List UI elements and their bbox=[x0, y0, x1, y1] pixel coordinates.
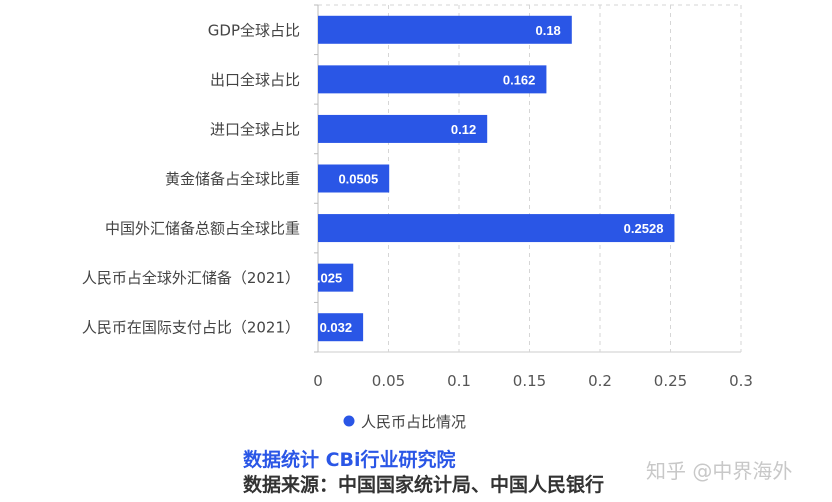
bar bbox=[318, 263, 354, 292]
category-label: 出口全球占比 bbox=[210, 71, 300, 89]
legend: 人民币占比情况 bbox=[343, 413, 466, 431]
category-label: 进口全球占比 bbox=[210, 120, 300, 138]
category-label: GDP全球占比 bbox=[208, 21, 300, 39]
bars bbox=[318, 15, 675, 342]
bar bbox=[318, 15, 572, 44]
x-tick-label: 0.2 bbox=[588, 372, 612, 390]
bar-value-label: 0.162 bbox=[503, 72, 536, 87]
x-tick-label: 0.25 bbox=[654, 372, 687, 390]
bar-value-labels: 0.18 0.162 0.12 0.0505 0.2528 0.025 0.032 bbox=[310, 23, 664, 335]
brand-credit: 数据统计 CBi行业研究院 bbox=[243, 449, 456, 471]
x-tick-label: 0.1 bbox=[447, 372, 471, 390]
bar-value-label: 0.032 bbox=[320, 320, 353, 335]
category-label: 中国外汇储备总额占全球比重 bbox=[105, 220, 300, 238]
category-label: 人民币占全球外汇储备（2021） bbox=[82, 269, 300, 287]
x-tick-label: 0 bbox=[313, 372, 323, 390]
bar-value-label: 0.18 bbox=[535, 23, 560, 38]
data-source: 数据来源：中国国家统计局、中国人民银行 bbox=[243, 474, 605, 496]
x-tick-label: 0.3 bbox=[729, 372, 753, 390]
bar bbox=[318, 164, 390, 193]
legend-marker bbox=[343, 415, 355, 427]
x-axis-ticks: 0 0.05 0.1 0.15 0.2 0.25 0.3 bbox=[313, 372, 753, 390]
watermark: 知乎 @中界海外 bbox=[646, 459, 793, 483]
bar-value-label: 0.12 bbox=[451, 122, 476, 137]
category-labels: GDP全球占比出口全球占比进口全球占比黄金储备占全球比重中国外汇储备总额占全球比… bbox=[82, 21, 300, 336]
bar bbox=[318, 114, 488, 143]
bar bbox=[318, 313, 364, 342]
x-tick-label: 0.15 bbox=[513, 372, 546, 390]
bar bbox=[318, 65, 547, 94]
x-tick-label: 0.05 bbox=[372, 372, 405, 390]
category-label: 人民币在国际支付占比（2021） bbox=[82, 319, 300, 337]
legend-label: 人民币占比情况 bbox=[361, 413, 466, 431]
bar-value-label: 0.025 bbox=[310, 271, 343, 286]
bar-value-label: 0.0505 bbox=[338, 172, 378, 187]
bar bbox=[318, 214, 675, 243]
category-label: 黄金储备占全球比重 bbox=[165, 170, 300, 188]
bar-value-label: 0.2528 bbox=[624, 221, 664, 236]
